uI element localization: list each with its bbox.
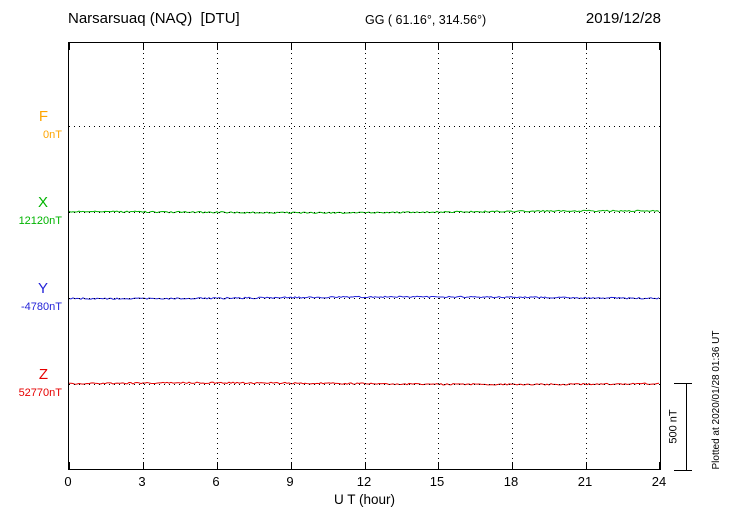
x-tick-label-21: 21 — [577, 474, 593, 489]
bottom-tick-15h — [438, 462, 439, 469]
baseline-gridline-Z — [69, 384, 660, 385]
top-tick-15h — [438, 43, 439, 50]
bottom-tick-12h — [365, 462, 366, 469]
baseline-gridline-Y — [69, 298, 660, 299]
component-letter-Z: Z — [38, 366, 48, 383]
scale-bar-bottom-cap — [674, 470, 692, 471]
bottom-tick-6h — [217, 462, 218, 469]
x-axis-label: U T (hour) — [333, 492, 396, 507]
bottom-tick-9h — [291, 462, 292, 469]
baseline-gridline-X — [69, 212, 660, 213]
top-tick-0h — [69, 43, 70, 50]
vertical-gridline-15h — [438, 43, 439, 469]
top-tick-21h — [586, 43, 587, 50]
plot-date: 2019/12/28 — [585, 10, 661, 27]
vertical-gridline-6h — [217, 43, 218, 469]
vertical-gridline-9h — [291, 43, 292, 469]
x-tick-label-9: 9 — [286, 474, 294, 489]
x-tick-label-12: 12 — [356, 474, 372, 489]
top-tick-24h — [659, 43, 660, 50]
component-letter-Y: Y — [37, 280, 48, 297]
station-title: Narsarsuaq (NAQ) [DTU] — [68, 10, 240, 27]
component-baseline-F: 0nT — [43, 129, 62, 141]
vertical-gridline-3h — [143, 43, 144, 469]
top-tick-12h — [365, 43, 366, 50]
x-tick-label-0: 0 — [64, 474, 72, 489]
component-baseline-Z: 52770nT — [18, 387, 62, 399]
scale-bar-label: 500 nT — [667, 409, 680, 444]
component-letter-F: F — [38, 108, 48, 125]
component-baseline-X: 12120nT — [18, 215, 62, 227]
component-baseline-Y: -4780nT — [21, 301, 62, 313]
baseline-gridline-F — [69, 126, 660, 127]
x-tick-label-18: 18 — [503, 474, 519, 489]
vertical-gridline-21h — [586, 43, 587, 469]
x-tick-label-6: 6 — [212, 474, 220, 489]
bottom-tick-3h — [143, 462, 144, 469]
top-tick-9h — [291, 43, 292, 50]
bottom-tick-24h — [659, 462, 660, 469]
x-tick-label-24: 24 — [651, 474, 667, 489]
plot-area — [68, 42, 661, 470]
vertical-gridline-18h — [512, 43, 513, 469]
x-tick-label-3: 3 — [138, 474, 146, 489]
geo-coordinates: GG ( 61.16°, 314.56°) — [365, 13, 487, 27]
vertical-gridline-12h — [365, 43, 366, 469]
top-tick-6h — [217, 43, 218, 50]
plotted-at-note: Plotted at 2020/01/28 01:36 UT — [711, 330, 722, 470]
top-tick-3h — [143, 43, 144, 50]
bottom-tick-0h — [69, 462, 70, 469]
component-letter-X: X — [37, 194, 48, 211]
x-tick-label-15: 15 — [429, 474, 445, 489]
top-tick-18h — [512, 43, 513, 50]
scale-bar-top-cap — [674, 383, 692, 384]
bottom-tick-18h — [512, 462, 513, 469]
scale-bar-line — [686, 383, 687, 471]
bottom-tick-21h — [586, 462, 587, 469]
